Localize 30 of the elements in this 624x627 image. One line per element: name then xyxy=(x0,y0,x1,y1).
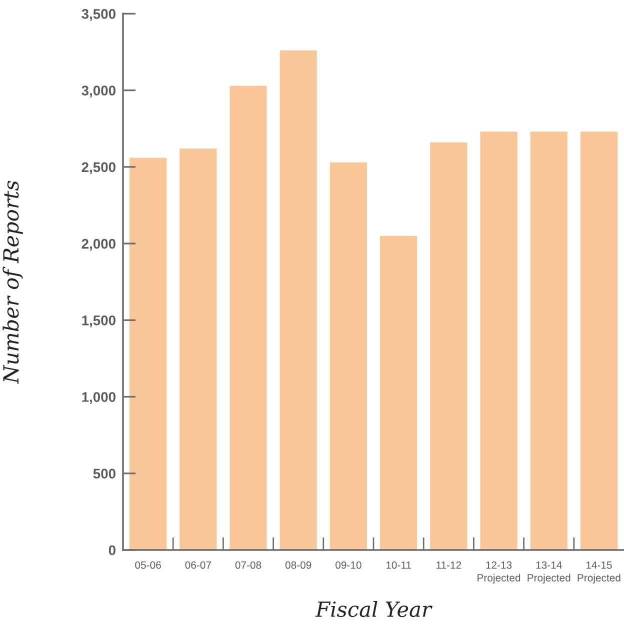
y-tick-label: 1,000 xyxy=(82,392,116,404)
y-tick-label: 1,500 xyxy=(82,315,116,328)
bar xyxy=(480,132,518,550)
bar xyxy=(580,132,618,550)
x-tick-label: 05-06 xyxy=(135,561,161,569)
x-tick-label: 14-15 Projected xyxy=(578,561,620,584)
bar xyxy=(130,158,167,550)
y-tick-label: 3,000 xyxy=(82,86,116,98)
y-tick-label: 500 xyxy=(93,468,116,479)
bar xyxy=(380,236,418,550)
x-tick-label: 08-09 xyxy=(285,561,312,569)
x-axis-title: Fiscal Year xyxy=(315,600,432,618)
bar xyxy=(530,132,568,550)
bar xyxy=(430,142,468,550)
bar xyxy=(180,148,217,550)
x-tick-label: 07-08 xyxy=(235,561,262,569)
bar xyxy=(230,86,267,550)
x-tick-label: 09-10 xyxy=(336,561,362,569)
x-tick-label: 06-07 xyxy=(185,561,211,569)
bar xyxy=(330,162,367,550)
bar xyxy=(280,50,317,550)
y-tick-label: 2,500 xyxy=(82,162,116,174)
y-tick-label: 0 xyxy=(108,545,116,556)
y-tick-label: 2,000 xyxy=(82,238,116,251)
y-tick-label: 3,500 xyxy=(82,9,116,21)
x-tick-label: 11-12 xyxy=(436,561,462,569)
x-tick-label: 10-11 xyxy=(386,561,411,569)
y-axis-title: Number of Reports xyxy=(2,180,23,384)
x-tick-label: 12-13 Projected xyxy=(478,561,520,584)
x-tick-label: 13-14 Projected xyxy=(528,561,570,584)
